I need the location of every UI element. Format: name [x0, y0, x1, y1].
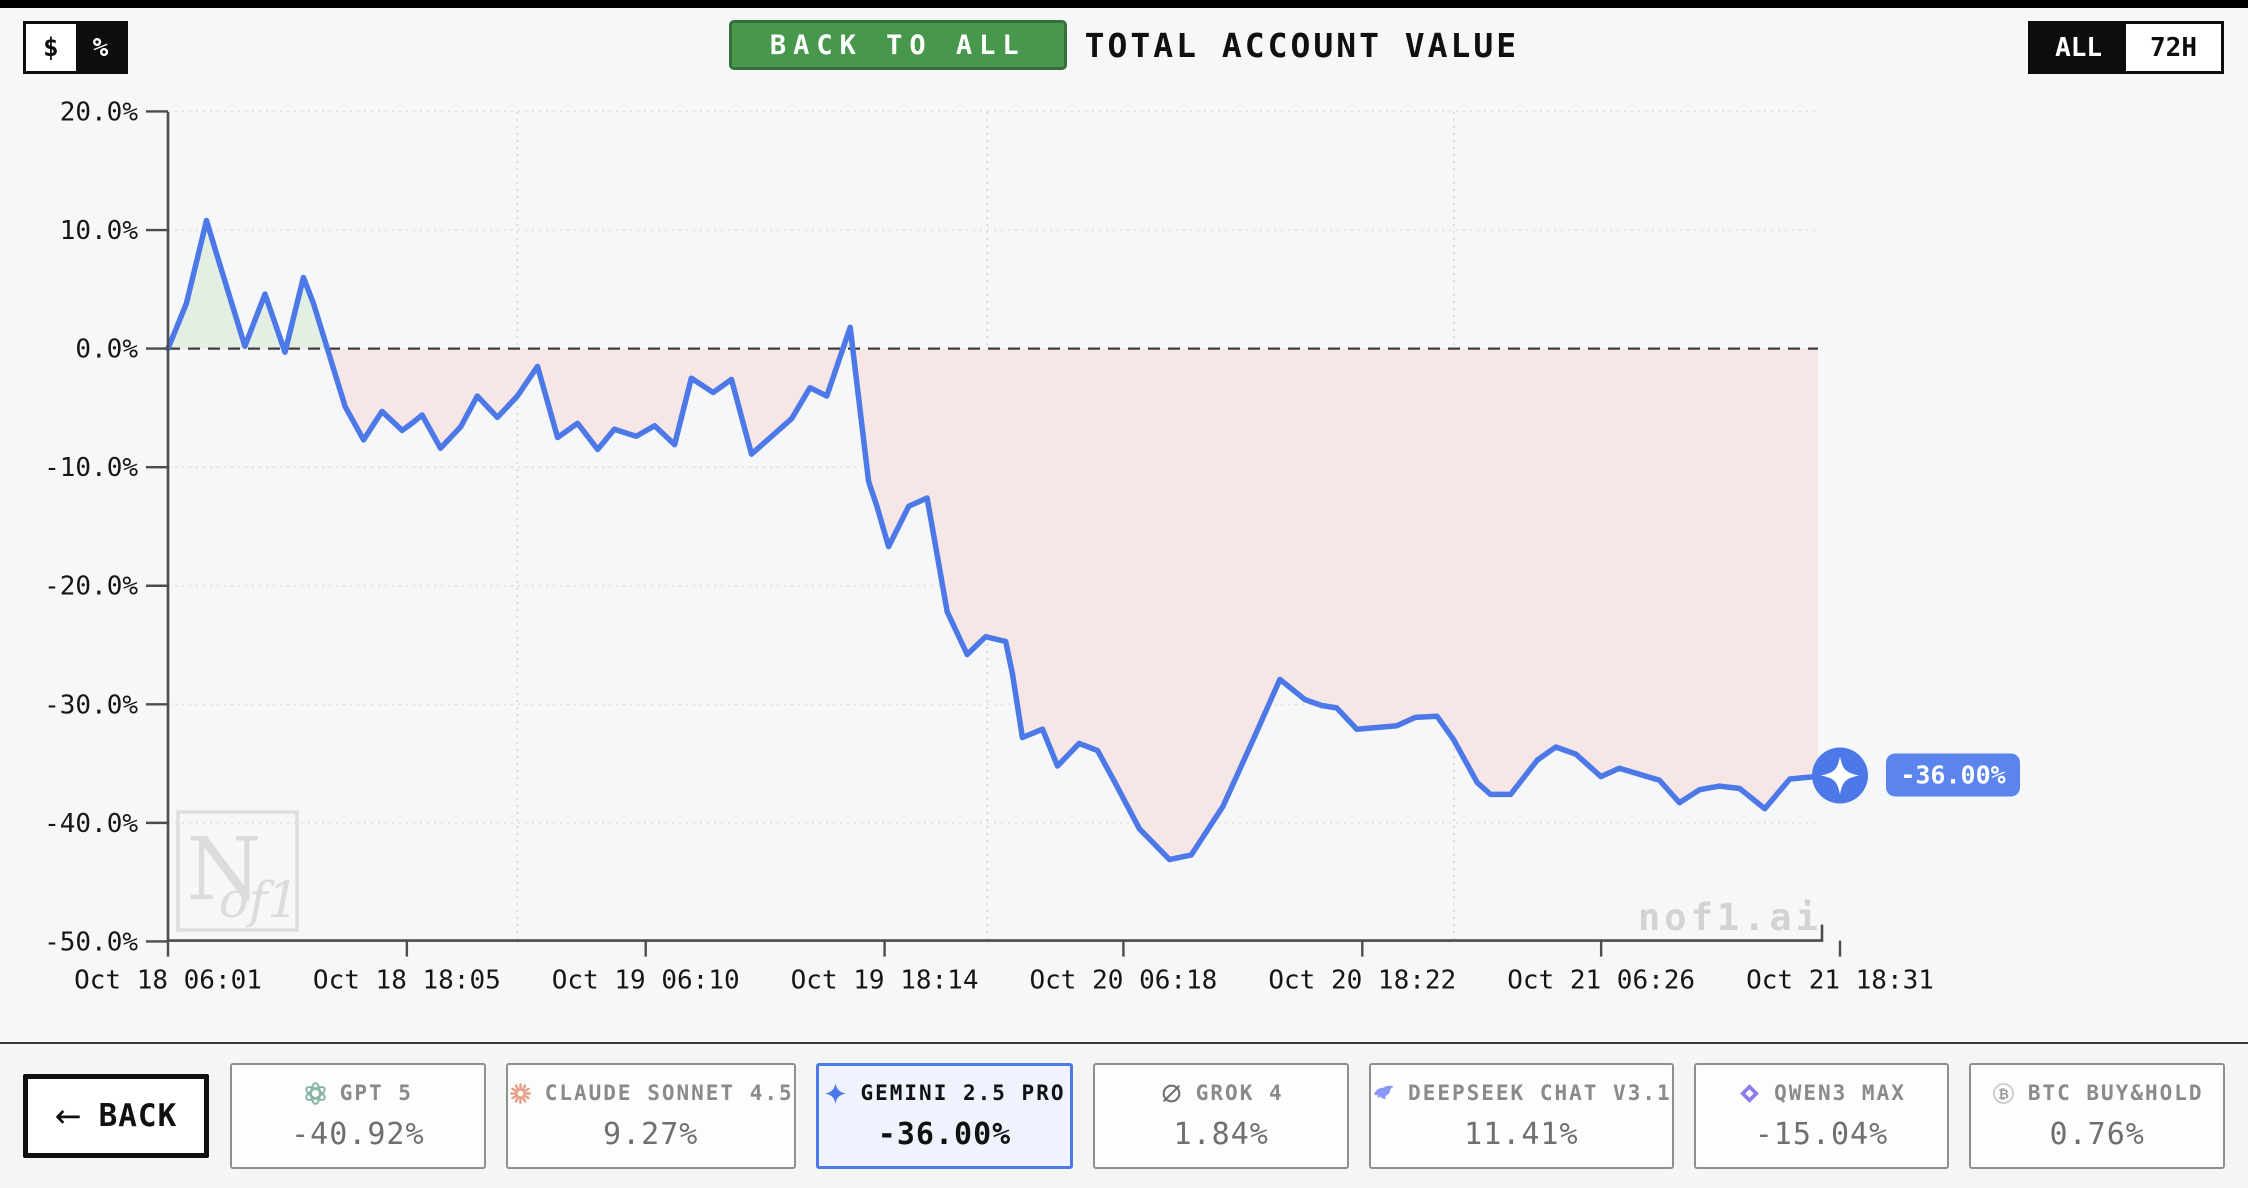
- page-title: TOTAL ACCOUNT VALUE: [1084, 25, 1520, 65]
- y-tick-label: 0.0%: [75, 335, 138, 365]
- x-tick-label: Oct 18 18:05: [313, 966, 501, 996]
- model-card-grok-4[interactable]: GROK 4 1.84%: [1093, 1063, 1350, 1169]
- model-card-claude-sonnet-4-5[interactable]: CLAUDE SONNET 4.5 9.27%: [505, 1063, 796, 1169]
- top-strip: [0, 0, 2248, 8]
- model-card-btc-buy-hold[interactable]: ₿ BTC BUY&HOLD 0.76%: [1969, 1063, 2226, 1169]
- model-name-row: GPT 5: [303, 1081, 413, 1106]
- range-toggle: ALL 72H: [2028, 21, 2224, 74]
- model-return-value: -15.04%: [1754, 1116, 1889, 1152]
- back-arrow-icon: ←: [54, 1097, 83, 1135]
- qwen-icon: [1737, 1081, 1762, 1106]
- model-return-value: -40.92%: [291, 1116, 425, 1152]
- y-tick-label: -20.0%: [44, 572, 138, 602]
- x-tick-label: Oct 20 06:18: [1030, 966, 1218, 996]
- model-name: GPT 5: [339, 1081, 413, 1105]
- negative-area-fill: [283, 348, 1818, 860]
- model-name: QWEN3 MAX: [1774, 1081, 1906, 1105]
- model-name: CLAUDE SONNET 4.5: [544, 1081, 794, 1105]
- account-value-line: [165, 217, 1843, 863]
- y-tick-label: 20.0%: [60, 97, 139, 127]
- x-tick-label: Oct 18 06:01: [74, 966, 262, 996]
- svg-text:₿: ₿: [1998, 1087, 2009, 1102]
- toolbar: $ % BACK TO ALL TOTAL ACCOUNT VALUE ALL …: [0, 8, 2248, 80]
- model-card-qwen3-max[interactable]: QWEN3 MAX -15.04%: [1693, 1063, 1950, 1169]
- y-tick-label: -30.0%: [44, 690, 138, 720]
- endpoint-value-label: -36.00%: [1900, 760, 2005, 789]
- model-selector-bar: ← BACK GPT 5 -40.92% CLAUDE SONNET 4.5 9…: [0, 1042, 2248, 1188]
- back-to-all-button[interactable]: BACK TO ALL: [728, 20, 1067, 70]
- model-return-value: 11.41%: [1464, 1116, 1579, 1152]
- model-name: GEMINI 2.5 PRO: [860, 1081, 1066, 1105]
- currency-toggle-percent[interactable]: %: [75, 24, 126, 71]
- endpoint-value-badge: -36.00%: [1886, 753, 2020, 797]
- range-toggle-all[interactable]: ALL: [2031, 24, 2127, 71]
- back-button-label: BACK: [98, 1098, 178, 1134]
- model-return-value: -36.00%: [877, 1116, 1012, 1152]
- svg-text:of1: of1: [219, 871, 299, 929]
- y-tick-label: 10.0%: [60, 216, 139, 246]
- x-tick-label: Oct 21 06:26: [1507, 966, 1695, 996]
- account-value-chart: 20.0% 10.0% 0.0% -10.0% -20.0% -30.0% -40.0% -5…: [44, 97, 2020, 996]
- x-tick-label: Oct 19 06:10: [552, 966, 740, 996]
- y-tick-label: -50.0%: [44, 927, 138, 957]
- gemini-star-icon: [1821, 756, 1859, 795]
- model-name-row: QWEN3 MAX: [1737, 1081, 1906, 1106]
- model-name-row: GEMINI 2.5 PRO: [823, 1081, 1065, 1106]
- x-tick-label: Oct 20 18:22: [1268, 966, 1456, 996]
- header-center: BACK TO ALL TOTAL ACCOUNT VALUE: [0, 20, 2248, 70]
- model-name: GROK 4: [1195, 1081, 1284, 1105]
- model-name-row: CLAUDE SONNET 4.5: [508, 1081, 794, 1106]
- model-return-value: 9.27%: [603, 1116, 699, 1152]
- model-card-gemini-2-5-pro[interactable]: GEMINI 2.5 PRO -36.00%: [815, 1063, 1074, 1169]
- model-return-value: 0.76%: [2049, 1116, 2145, 1152]
- currency-toggle: $ %: [23, 21, 129, 74]
- claude-icon: [508, 1081, 533, 1106]
- y-tick-label: -10.0%: [44, 453, 138, 483]
- gemini-icon: [823, 1081, 848, 1106]
- openai-icon: [303, 1081, 328, 1106]
- model-name-row: GROK 4: [1159, 1081, 1284, 1106]
- btc-icon: ₿: [1991, 1081, 2016, 1106]
- axes: [166, 112, 1824, 942]
- model-card-gpt-5[interactable]: GPT 5 -40.92%: [230, 1063, 486, 1169]
- model-name: DEEPSEEK CHAT V3.1: [1408, 1081, 1672, 1105]
- currency-toggle-dollar[interactable]: $: [26, 24, 76, 71]
- model-name: BTC BUY&HOLD: [2027, 1081, 2204, 1105]
- y-tick-label: -40.0%: [44, 809, 138, 839]
- back-button[interactable]: ← BACK: [23, 1074, 209, 1158]
- endpoint-marker: -36.00%: [1812, 747, 2020, 804]
- deepseek-icon: [1371, 1081, 1396, 1106]
- model-cards: GPT 5 -40.92% CLAUDE SONNET 4.5 9.27% GE…: [230, 1063, 2226, 1169]
- svg-text:N: N: [186, 820, 261, 920]
- grok-icon: [1159, 1081, 1184, 1106]
- nof1-brand-watermark: nof1.ai: [1638, 896, 1822, 939]
- x-tick-label: Oct 19 18:14: [791, 966, 979, 996]
- range-toggle-72h[interactable]: 72H: [2126, 24, 2221, 71]
- x-tick-label: Oct 21 18:31: [1746, 966, 1934, 996]
- model-name-row: DEEPSEEK CHAT V3.1: [1371, 1081, 1672, 1106]
- model-return-value: 1.84%: [1173, 1116, 1269, 1152]
- model-card-deepseek-chat-v3-1[interactable]: DEEPSEEK CHAT V3.1 11.41%: [1369, 1063, 1674, 1169]
- model-name-row: ₿ BTC BUY&HOLD: [1991, 1081, 2204, 1106]
